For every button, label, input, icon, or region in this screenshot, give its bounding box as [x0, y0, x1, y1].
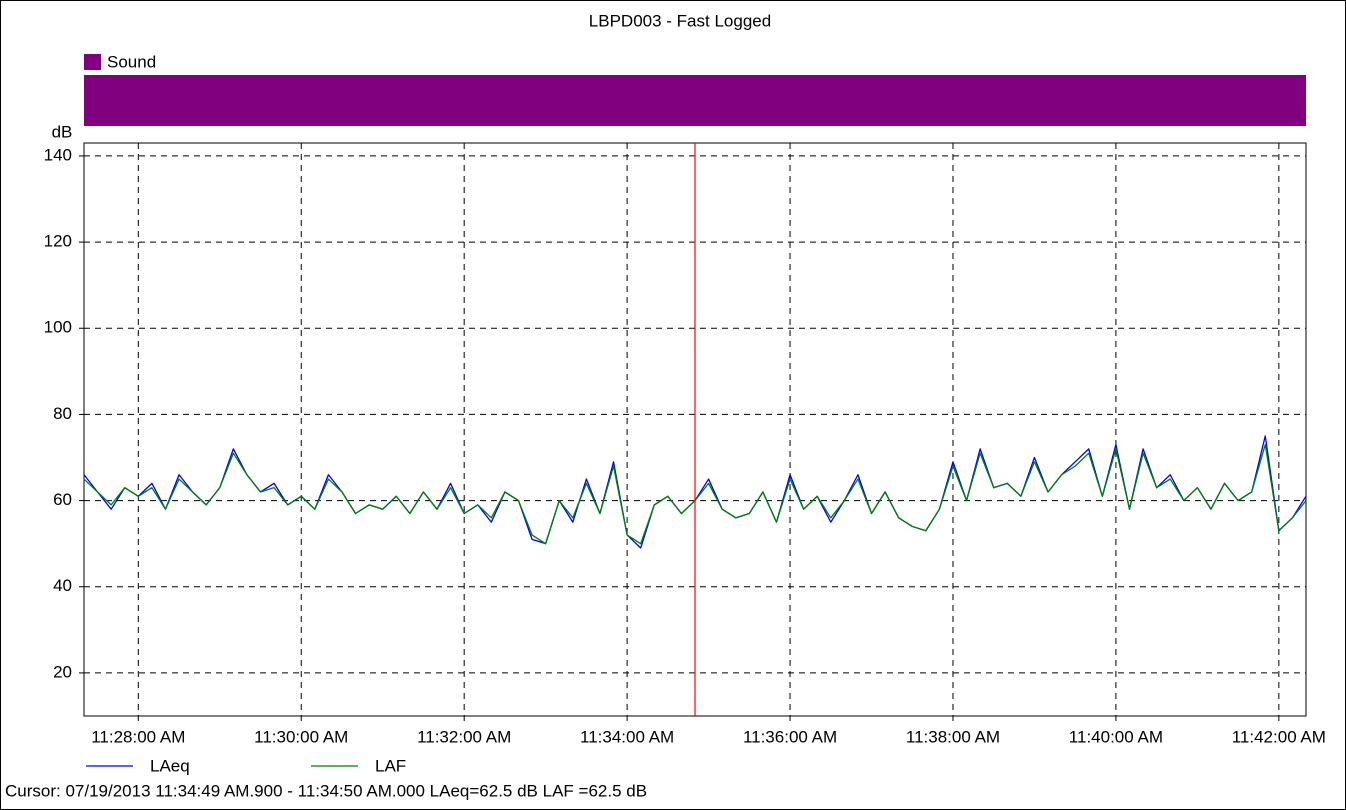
- y-tick-label: 20: [53, 662, 72, 681]
- x-tick-label: 11:34:00 AM: [580, 727, 674, 746]
- y-tick-label: 100: [44, 318, 72, 337]
- y-tick-label: 60: [53, 490, 72, 509]
- x-tick-label: 11:28:00 AM: [91, 727, 185, 746]
- x-tick-label: 11:32:00 AM: [417, 727, 511, 746]
- x-tick-label: 11:40:00 AM: [1069, 727, 1163, 746]
- x-tick-label: 11:38:00 AM: [906, 727, 1000, 746]
- legend-label: LAeq: [150, 756, 190, 775]
- y-tick-label: 120: [44, 232, 72, 251]
- y-tick-label: 80: [53, 404, 72, 423]
- chart-title: LBPD003 - Fast Logged: [589, 11, 771, 30]
- legend-label: LAF: [375, 756, 406, 775]
- x-tick-label: 11:42:00 AM: [1232, 727, 1326, 746]
- x-tick-label: 11:36:00 AM: [743, 727, 837, 746]
- event-legend-swatch: [84, 54, 101, 70]
- cursor-text: Cursor: 07/19/2013 11:34:49 AM.900 - 11:…: [5, 781, 647, 800]
- y-tick-label: 140: [44, 145, 72, 164]
- y-axis-label: dB: [52, 122, 73, 141]
- y-tick-label: 40: [53, 576, 72, 595]
- x-tick-label: 11:30:00 AM: [254, 727, 348, 746]
- event-legend-label: Sound: [107, 52, 156, 71]
- event-bar: [84, 75, 1306, 126]
